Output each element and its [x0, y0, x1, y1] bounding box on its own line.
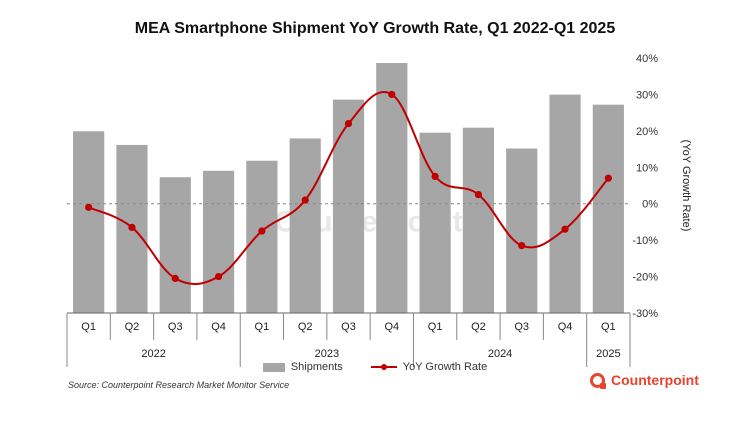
bar-2: [159, 177, 191, 313]
year-label: 2023: [315, 348, 339, 360]
category-label: Q1: [601, 321, 616, 333]
legend-line-swatch: [370, 362, 397, 372]
bar-10: [506, 148, 538, 313]
brand-name: Counterpoint: [611, 372, 699, 388]
source-note: Source: Counterpoint Research Market Mon…: [68, 380, 290, 390]
y-tick-label: 30%: [636, 89, 658, 101]
year-label: 2025: [596, 348, 620, 360]
year-label: 2024: [488, 348, 512, 360]
legend-label-shipments: Shipments: [290, 361, 343, 373]
bar-6: [332, 99, 365, 313]
bar-5: [289, 138, 321, 313]
legend-item-growth: YoY Growth Rate: [370, 361, 488, 373]
counterpoint-logo-icon: [590, 372, 606, 389]
bar-7: [376, 63, 408, 313]
category-label: Q2: [471, 321, 486, 333]
growth-point-12: [604, 174, 612, 182]
legend-label-growth: YoY Growth Rate: [402, 361, 488, 373]
bar-9: [462, 127, 495, 313]
bar-3: [202, 170, 235, 313]
growth-point-3: [214, 272, 223, 281]
category-label: Q2: [298, 321, 313, 333]
growth-point-6: [344, 119, 353, 128]
growth-point-0: [85, 203, 93, 211]
y-tick-label: 10%: [636, 162, 658, 174]
category-label: Q1: [255, 321, 270, 333]
chart-title: MEA Smartphone Shipment YoY Growth Rate,…: [134, 20, 616, 37]
category-label: Q4: [211, 321, 226, 333]
category-label: Q3: [514, 321, 529, 333]
year-label: 2022: [141, 348, 165, 360]
growth-point-10: [518, 242, 526, 250]
growth-point-11: [561, 225, 569, 233]
category-label: Q4: [384, 321, 399, 333]
y-tick-label: -10%: [632, 235, 658, 247]
growth-point-8: [431, 172, 439, 180]
category-label: Q1: [81, 321, 96, 333]
growth-point-4: [258, 227, 266, 235]
brand-logo: Counterpoint: [590, 372, 699, 389]
y-tick-label: 0%: [642, 199, 658, 211]
y-tick-label: -30%: [632, 308, 658, 320]
legend-item-shipments: Shipments: [262, 361, 343, 373]
y-tick-label: 40%: [636, 53, 658, 65]
y-axis-label: (YoY Growth Rate): [680, 140, 692, 232]
growth-point-9: [474, 191, 483, 199]
growth-point-5: [301, 196, 309, 204]
category-label: Q4: [558, 321, 573, 333]
category-label: Q3: [168, 321, 183, 333]
category-label: Q3: [341, 321, 356, 333]
bar-0: [73, 131, 105, 313]
legend-bar-swatch: [262, 362, 285, 372]
growth-point-2: [171, 274, 179, 282]
y-tick-label: 20%: [636, 126, 658, 138]
growth-point-7: [388, 90, 396, 99]
bar-8: [419, 132, 451, 313]
bar-4: [246, 160, 278, 313]
bar-12: [592, 104, 624, 313]
y-tick-label: -20%: [632, 272, 658, 284]
category-label: Q2: [125, 321, 140, 333]
growth-point-1: [128, 223, 136, 231]
chart-legend: Shipments YoY Growth Rate: [0, 361, 750, 373]
category-label: Q1: [428, 321, 443, 333]
